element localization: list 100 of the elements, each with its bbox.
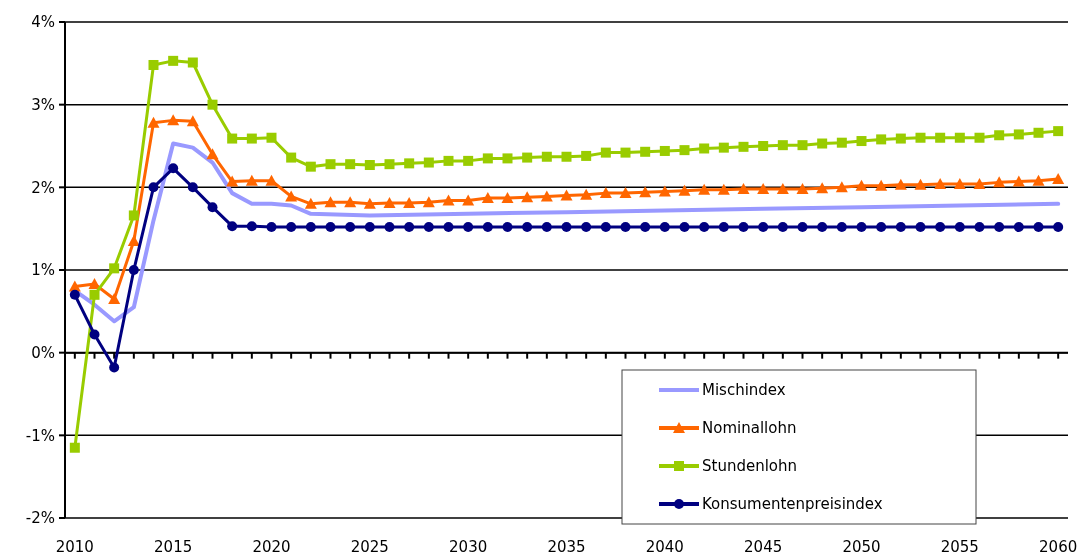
point <box>974 222 985 233</box>
point <box>148 182 159 193</box>
point <box>364 160 375 171</box>
point <box>186 115 199 127</box>
point <box>776 182 789 194</box>
point <box>403 197 416 209</box>
point <box>757 182 770 194</box>
point <box>1032 174 1045 186</box>
point <box>580 188 593 200</box>
point <box>835 181 848 193</box>
point <box>855 179 868 191</box>
point <box>797 222 808 233</box>
point <box>147 116 160 128</box>
point <box>422 196 435 208</box>
point <box>305 161 316 172</box>
point <box>678 184 691 196</box>
point <box>363 197 376 209</box>
x-tick-label: 2020 <box>252 538 291 556</box>
point <box>894 178 907 190</box>
point <box>856 136 867 147</box>
point <box>679 145 690 156</box>
point <box>167 114 180 126</box>
point <box>540 190 553 202</box>
point <box>522 222 533 233</box>
point <box>404 158 415 169</box>
point <box>600 222 611 233</box>
point <box>442 194 455 206</box>
point <box>560 189 573 201</box>
point <box>266 222 277 233</box>
point <box>954 132 965 143</box>
point <box>521 191 534 203</box>
point <box>1033 222 1044 233</box>
point <box>482 222 493 233</box>
point <box>207 202 218 213</box>
point <box>699 222 710 233</box>
point <box>481 192 494 204</box>
legend-label: Stundenlohn <box>702 457 798 476</box>
point <box>89 289 100 300</box>
point <box>324 196 337 208</box>
point <box>817 138 828 149</box>
point <box>758 222 769 233</box>
point <box>286 222 297 233</box>
point <box>777 222 788 233</box>
x-tick-label: 2045 <box>744 538 783 556</box>
point <box>699 143 710 154</box>
point <box>541 151 552 162</box>
point <box>168 55 179 66</box>
x-tick-label: 2010 <box>55 538 94 556</box>
y-tick-label: 1% <box>31 261 55 280</box>
point <box>581 222 592 233</box>
x-tick-label: 2055 <box>940 538 979 556</box>
point <box>817 222 828 233</box>
point <box>286 152 297 163</box>
point <box>344 196 357 208</box>
point <box>364 222 375 233</box>
point <box>974 132 985 143</box>
point <box>738 141 749 152</box>
y-tick-label: 0% <box>31 343 55 362</box>
y-tick-label: -2% <box>25 509 55 528</box>
point <box>737 182 750 194</box>
point <box>443 155 454 166</box>
point <box>796 182 809 194</box>
point <box>128 210 139 221</box>
x-tick-label: 2025 <box>350 538 389 556</box>
point <box>541 222 552 233</box>
point <box>227 133 238 144</box>
point <box>443 222 454 233</box>
point <box>914 178 927 190</box>
point <box>384 222 395 233</box>
x-tick-label: 2035 <box>547 538 586 556</box>
point <box>325 222 336 233</box>
y-tick-label: 3% <box>31 95 55 114</box>
point <box>915 132 926 143</box>
point <box>581 150 592 161</box>
x-tick-label: 2040 <box>645 538 684 556</box>
point <box>383 197 396 209</box>
point <box>717 183 730 195</box>
point <box>109 362 120 373</box>
y-tick-label: 4% <box>31 13 55 32</box>
y-tick-label: 2% <box>31 178 55 197</box>
point <box>305 222 316 233</box>
point <box>89 329 100 340</box>
point <box>915 222 926 233</box>
point <box>994 130 1005 141</box>
point <box>640 146 651 157</box>
point <box>954 222 965 233</box>
point <box>639 186 652 198</box>
point <box>895 133 906 144</box>
point <box>718 142 729 153</box>
point <box>246 133 257 144</box>
point <box>187 57 198 68</box>
point <box>875 179 888 191</box>
point <box>758 141 769 151</box>
point <box>423 222 434 233</box>
point <box>698 183 711 195</box>
legend-label: Konsumentenpreisindex <box>702 495 883 514</box>
point <box>561 222 572 233</box>
point <box>207 99 218 110</box>
point <box>679 222 690 233</box>
point <box>384 159 395 170</box>
